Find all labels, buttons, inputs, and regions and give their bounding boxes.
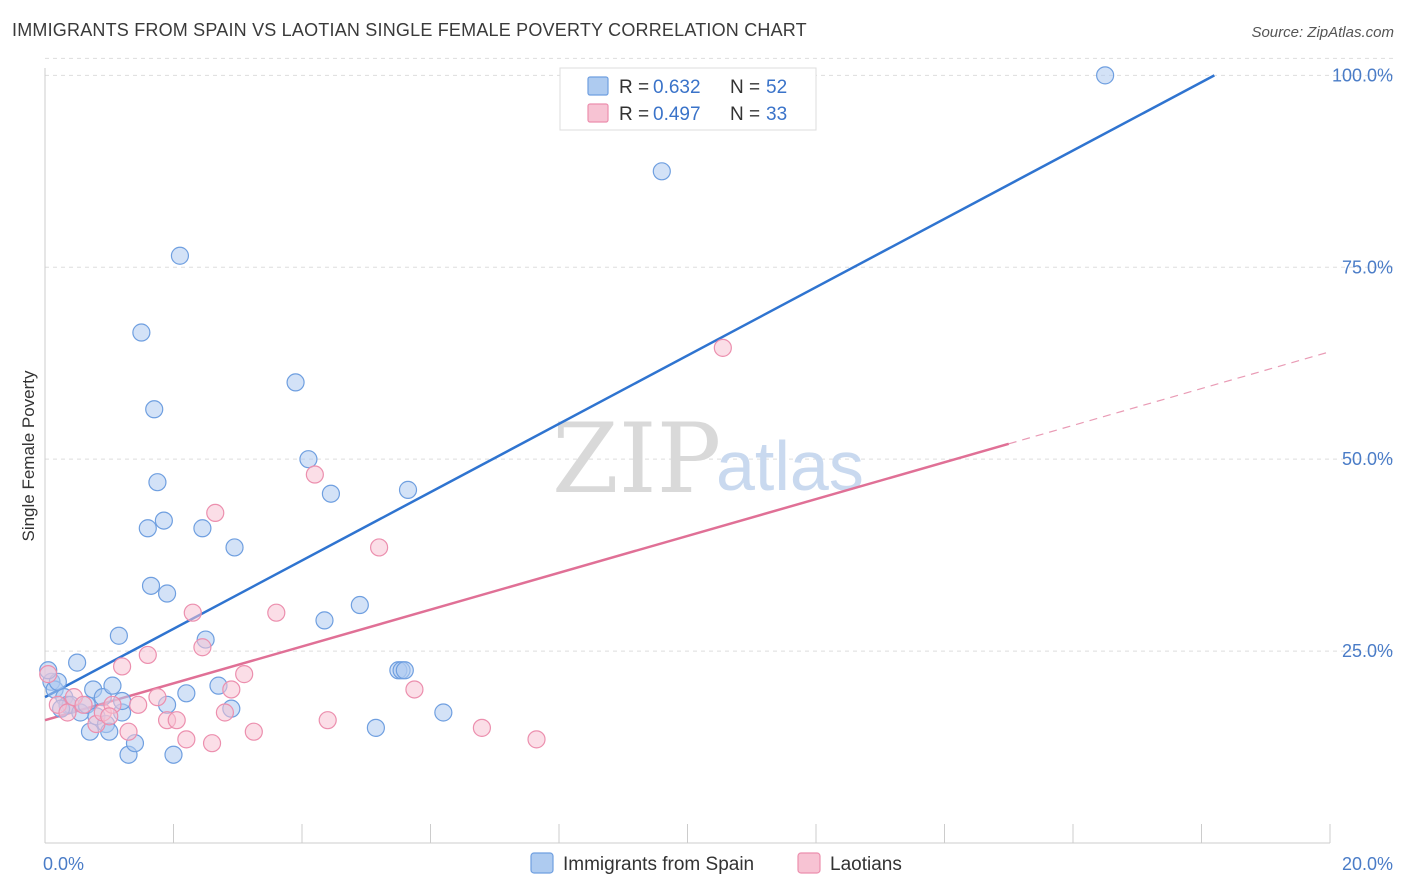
pink-point-23: [244, 722, 263, 741]
chart-title: IMMIGRANTS FROM SPAIN VS LAOTIAN SINGLE …: [12, 20, 807, 40]
pink-point-17: [193, 638, 212, 657]
trend-layer: [44, 74, 1331, 722]
y-tick-label-1: 50.0%: [1342, 449, 1393, 469]
legend-swatch-laotians: [797, 852, 821, 874]
correlation-legend: R = 0.632 N = 52 R = 0.497 N = 33: [559, 67, 817, 131]
legend-label-laotians: Laotians: [830, 854, 902, 875]
x-tick-label-1: 20.0%: [1342, 854, 1393, 874]
pink-point-32: [100, 707, 119, 726]
pink-point-10: [129, 695, 148, 714]
legend-label-immigrants-from-spain: Immigrants from Spain: [563, 854, 754, 875]
pink-point-24: [267, 603, 286, 622]
blue-point-28: [170, 246, 190, 265]
pink-point-14: [167, 711, 186, 730]
pink-point-18: [202, 734, 222, 753]
blue-point-45: [434, 703, 453, 722]
source-credit: Source: ZipAtlas.com: [1251, 24, 1394, 41]
blue-point-30: [193, 519, 212, 538]
blue-point-37: [315, 611, 334, 630]
pink-point-9: [119, 722, 138, 741]
axes-layer: [44, 68, 1331, 844]
points-layer: [39, 66, 1115, 764]
y-tick-label-2: 75.0%: [1342, 257, 1393, 277]
legend-r-label-0: R =: [619, 77, 649, 98]
pink-point-25: [305, 465, 324, 484]
pink-point-2: [58, 703, 77, 722]
pink-point-4: [74, 695, 93, 714]
blue-point-22: [141, 576, 161, 595]
pink-point-31: [713, 338, 732, 357]
y-tick-label-0: 25.0%: [1342, 641, 1393, 661]
blue-point-34: [225, 538, 244, 557]
blue-point-39: [350, 595, 369, 615]
y-tick-label-3: 100.0%: [1332, 65, 1393, 85]
legend-swatch-pink: [587, 103, 609, 123]
legend-r-value-0: 0.632: [653, 77, 701, 98]
pink-trend-extension: [1008, 351, 1331, 445]
blue-point-44: [398, 480, 418, 499]
pink-point-15: [177, 730, 196, 749]
pink-point-0: [39, 665, 58, 684]
legend-n-value-0: 52: [766, 77, 787, 98]
pink-point-21: [222, 680, 241, 699]
pink-trend-line: [44, 442, 1010, 722]
pink-point-29: [472, 718, 491, 737]
legend-r-value-1: 0.497: [653, 104, 701, 125]
pink-point-28: [405, 680, 424, 699]
pink-point-12: [148, 688, 167, 707]
legend-r-label-1: R =: [619, 104, 649, 125]
pink-point-27: [370, 538, 389, 557]
pink-point-19: [206, 503, 225, 523]
blue-point-21: [138, 519, 157, 538]
watermark-zip: ZIP: [552, 403, 721, 515]
blue-point-27: [164, 745, 183, 764]
series-legend: Immigrants from Spain Laotians: [530, 852, 902, 875]
pink-point-22: [235, 665, 254, 684]
blue-point-23: [145, 400, 164, 419]
blue-point-40: [366, 718, 385, 737]
legend-n-value-1: 33: [766, 104, 787, 125]
watermark-atlas: atlas: [716, 427, 864, 505]
legend-swatch-blue: [587, 76, 609, 96]
y-axis-title: Single Female Poverty: [19, 370, 38, 542]
legend-swatch-immigrants-from-spain: [530, 852, 554, 874]
blue-point-26: [157, 584, 177, 603]
pink-point-8: [112, 657, 132, 676]
blue-point-6: [68, 653, 87, 672]
blue-point-43: [395, 661, 414, 680]
blue-point-24: [148, 473, 167, 492]
pink-point-26: [318, 711, 337, 730]
blue-point-25: [154, 511, 173, 530]
blue-point-47: [1096, 66, 1115, 85]
pink-point-30: [527, 730, 546, 749]
legend-n-label-1: N =: [730, 104, 760, 125]
blue-point-16: [109, 626, 128, 645]
blue-point-15: [103, 676, 122, 695]
legend-n-label-0: N =: [730, 77, 760, 98]
x-tick-label-0: 0.0%: [43, 854, 84, 874]
blue-point-29: [177, 684, 196, 703]
blue-trend-line: [44, 74, 1215, 699]
tick-labels: 25.0% 50.0% 75.0% 100.0% 0.0% 20.0%: [43, 65, 1393, 874]
blue-point-35: [286, 373, 305, 392]
blue-point-20: [132, 323, 151, 342]
blue-point-36: [299, 450, 318, 469]
blue-point-38: [321, 484, 341, 503]
pink-point-20: [215, 703, 234, 722]
blue-point-46: [652, 162, 671, 181]
pink-point-11: [138, 645, 157, 665]
pink-point-16: [183, 603, 202, 622]
